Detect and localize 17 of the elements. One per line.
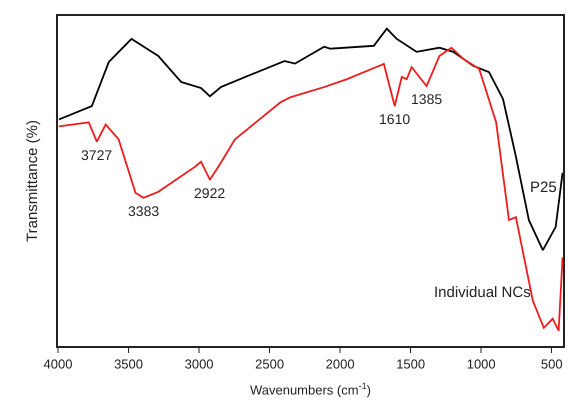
y-axis-title: Transmittance (%) <box>24 120 41 242</box>
x-axis-title: Wavenumbers (cm$^{-1}$) <box>250 380 372 398</box>
x-tick-label: 4000 <box>44 356 72 372</box>
annotation: 1610 <box>379 111 410 127</box>
x-tick-label: 500 <box>540 356 563 372</box>
x-tick-label: 1000 <box>466 356 496 372</box>
x-tick-label: 2000 <box>326 356 355 372</box>
x-tick-label: 3000 <box>184 356 214 372</box>
annotation: 2922 <box>194 185 226 201</box>
annotation: 3383 <box>128 203 160 219</box>
annotation: 3727 <box>81 147 112 163</box>
series-label: Individual NCs <box>434 284 531 301</box>
x-tick-label: 2500 <box>255 356 284 372</box>
series-label: P25 <box>530 179 557 196</box>
x-tick-label: 1500 <box>396 356 426 372</box>
x-tick-label: 3500 <box>114 356 143 372</box>
annotation: 1385 <box>411 91 442 107</box>
